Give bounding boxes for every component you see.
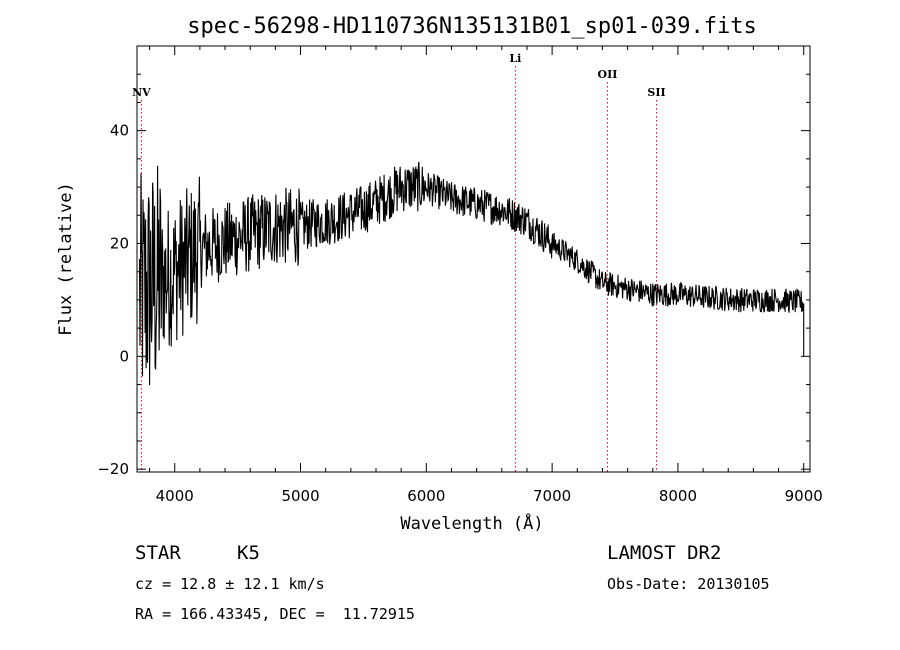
x-tick-label: 6000 (407, 487, 445, 505)
spectral-line-label: SII (647, 86, 665, 99)
x-tick-label: 5000 (281, 487, 319, 505)
obs-date: Obs-Date: 20130105 (607, 575, 770, 593)
x-tick-label: 4000 (156, 487, 194, 505)
y-tick-label: 20 (110, 234, 129, 252)
y-tick-label: 0 (119, 347, 129, 365)
survey-name: LAMOST DR2 (607, 542, 722, 564)
ra-dec: RA = 166.43345, DEC = 11.72915 (135, 605, 415, 623)
y-axis-label: Flux (relative) (56, 182, 76, 336)
x-tick-label: 8000 (659, 487, 697, 505)
plot-frame (136, 45, 811, 473)
object-class: STAR (135, 542, 181, 564)
chart-title: spec-56298-HD110736N135131B01_sp01-039.f… (187, 14, 757, 39)
x-tick-label: 9000 (785, 487, 823, 505)
x-axis-label: Wavelength (Å) (400, 512, 543, 534)
object-subclass: K5 (237, 542, 260, 564)
spectral-line-label: NV (132, 86, 151, 99)
redshift-info: cz = 12.8 ± 12.1 km/s (135, 575, 325, 593)
y-tick-label: −20 (97, 460, 129, 478)
spectrum-series-line (138, 161, 805, 386)
y-tick-label: 40 (110, 122, 129, 140)
spectral-line-label: Li (509, 52, 521, 65)
x-tick-label: 7000 (533, 487, 571, 505)
axis-ticks: 4000 5000 6000 7000 8000 9000 −20 0 20 40 (97, 46, 823, 505)
spectral-line-label: OII (598, 68, 618, 81)
